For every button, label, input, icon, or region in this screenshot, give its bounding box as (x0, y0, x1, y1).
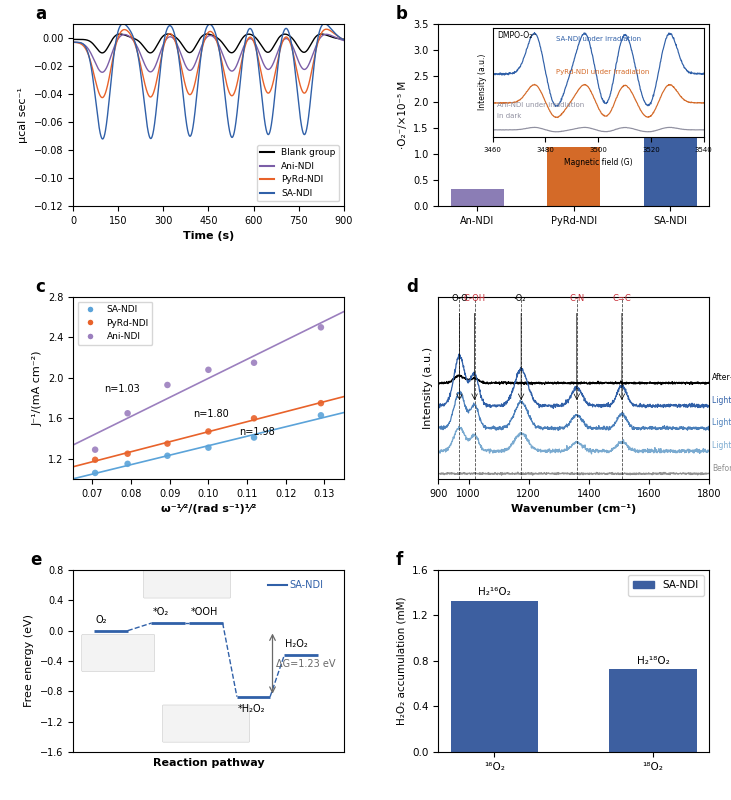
Point (162, 438, 173, 450)
Text: C-OH: C-OH (463, 294, 485, 303)
Text: n=1.80: n=1.80 (193, 410, 229, 419)
Point (315, 409, 327, 422)
Text: Light 15 min: Light 15 min (712, 396, 731, 405)
Text: SA-NDI: SA-NDI (289, 580, 323, 590)
Text: *H₂O₂: *H₂O₂ (238, 704, 265, 714)
X-axis label: Wavenumber (cm⁻¹): Wavenumber (cm⁻¹) (511, 504, 637, 514)
Point (315, 397, 327, 410)
Text: n=1.98: n=1.98 (239, 426, 275, 437)
X-axis label: Reaction pathway: Reaction pathway (153, 758, 264, 767)
Point (315, 321, 327, 334)
Y-axis label: ⋅O₂⁻/×10⁻⁵ M: ⋅O₂⁻/×10⁻⁵ M (398, 81, 408, 149)
Point (202, 442, 214, 454)
Text: a: a (35, 5, 46, 22)
Text: Before+dark: Before+dark (712, 464, 731, 473)
X-axis label: ω⁻¹⁄²/(rad s⁻¹)¹⁄²: ω⁻¹⁄²/(rad s⁻¹)¹⁄² (161, 504, 256, 514)
Text: ⋅O₂⁻: ⋅O₂⁻ (512, 294, 529, 303)
Point (122, 458, 134, 470)
FancyBboxPatch shape (82, 634, 155, 672)
Legend: SA-NDI: SA-NDI (628, 575, 704, 596)
Text: e: e (30, 550, 41, 569)
Text: f: f (395, 550, 402, 569)
Point (249, 412, 260, 425)
Text: ΔG=1.23 eV: ΔG=1.23 eV (276, 658, 336, 669)
Text: After+dark: After+dark (712, 373, 731, 382)
Point (202, 363, 214, 376)
Text: O₂: O₂ (96, 614, 107, 625)
Text: *OOH: *OOH (190, 607, 218, 617)
Point (249, 356, 260, 369)
Text: H₂O₂: H₂O₂ (285, 639, 308, 649)
Point (122, 447, 134, 460)
Y-axis label: J⁻¹/(mA cm⁻²): J⁻¹/(mA cm⁻²) (32, 350, 42, 426)
Legend: SA-NDI, PyRd-NDI, Ani-NDI: SA-NDI, PyRd-NDI, Ani-NDI (77, 302, 152, 345)
Text: n=1.03: n=1.03 (104, 384, 140, 394)
Text: H₂¹⁶O₂: H₂¹⁶O₂ (478, 587, 511, 598)
Y-axis label: Free energy (eV): Free energy (eV) (24, 614, 34, 707)
Text: Light 5 min: Light 5 min (712, 441, 731, 450)
Bar (451, 189, 504, 206)
Text: O-O: O-O (451, 294, 468, 303)
Point (249, 431, 260, 444)
Bar (644, 41, 697, 206)
Bar (610, 669, 697, 752)
Text: C-N: C-N (569, 294, 584, 303)
Bar (548, 147, 600, 206)
Text: Light 10 min: Light 10 min (712, 418, 731, 427)
Point (89, 466, 101, 479)
Y-axis label: μcal sec⁻¹: μcal sec⁻¹ (18, 87, 29, 143)
Point (202, 425, 214, 438)
Text: H₂¹⁸O₂: H₂¹⁸O₂ (637, 655, 670, 666)
Text: *O₂: *O₂ (152, 607, 169, 617)
Point (162, 450, 173, 462)
Point (89, 443, 101, 456)
Point (162, 378, 173, 391)
Legend: Blank group, Ani-NDI, PyRd-NDI, SA-NDI: Blank group, Ani-NDI, PyRd-NDI, SA-NDI (257, 145, 339, 202)
Point (89, 454, 101, 466)
Y-axis label: Intensity (a.u.): Intensity (a.u.) (423, 347, 433, 429)
Text: d: d (406, 278, 418, 295)
Text: b: b (395, 5, 407, 22)
Text: c: c (35, 278, 45, 295)
Point (122, 407, 134, 420)
Text: C=C: C=C (613, 294, 632, 303)
Y-axis label: H₂O₂ accumulation (mM): H₂O₂ accumulation (mM) (396, 597, 406, 726)
FancyBboxPatch shape (162, 705, 250, 742)
Bar (451, 601, 538, 752)
FancyBboxPatch shape (143, 561, 231, 598)
X-axis label: Time (s): Time (s) (183, 231, 234, 242)
